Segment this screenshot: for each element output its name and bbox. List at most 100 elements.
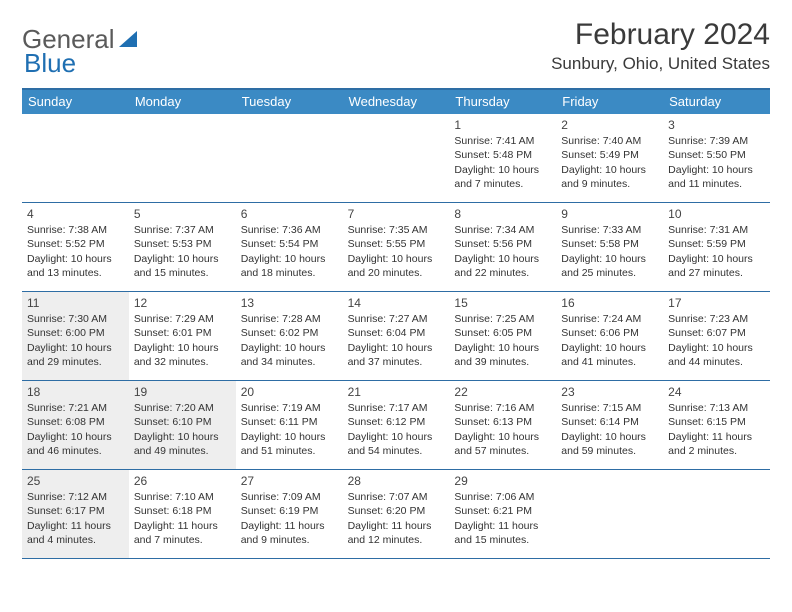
sunset-text: Sunset: 5:59 PM <box>668 237 765 251</box>
day-cell: 8Sunrise: 7:34 AMSunset: 5:56 PMDaylight… <box>449 203 556 291</box>
daylight1-text: Daylight: 10 hours <box>348 430 445 444</box>
sunset-text: Sunset: 6:13 PM <box>454 415 551 429</box>
daylight2-text: and 7 minutes. <box>454 177 551 191</box>
daylight1-text: Daylight: 10 hours <box>27 430 124 444</box>
daylight1-text: Daylight: 10 hours <box>454 341 551 355</box>
sunset-text: Sunset: 5:55 PM <box>348 237 445 251</box>
day-number: 2 <box>561 117 658 133</box>
daylight2-text: and 9 minutes. <box>561 177 658 191</box>
day-number: 1 <box>454 117 551 133</box>
title-block: February 2024 Sunbury, Ohio, United Stat… <box>551 18 770 74</box>
daylight1-text: Daylight: 10 hours <box>134 341 231 355</box>
sunrise-text: Sunrise: 7:28 AM <box>241 312 338 326</box>
sunrise-text: Sunrise: 7:09 AM <box>241 490 338 504</box>
daylight1-text: Daylight: 10 hours <box>454 430 551 444</box>
daylight1-text: Daylight: 11 hours <box>348 519 445 533</box>
sunrise-text: Sunrise: 7:36 AM <box>241 223 338 237</box>
sunrise-text: Sunrise: 7:20 AM <box>134 401 231 415</box>
day-cell: 21Sunrise: 7:17 AMSunset: 6:12 PMDayligh… <box>343 381 450 469</box>
sunrise-text: Sunrise: 7:10 AM <box>134 490 231 504</box>
daylight1-text: Daylight: 10 hours <box>348 252 445 266</box>
sunrise-text: Sunrise: 7:38 AM <box>27 223 124 237</box>
sunset-text: Sunset: 6:15 PM <box>668 415 765 429</box>
sunset-text: Sunset: 5:52 PM <box>27 237 124 251</box>
day-cell: 22Sunrise: 7:16 AMSunset: 6:13 PMDayligh… <box>449 381 556 469</box>
daylight2-text: and 7 minutes. <box>134 533 231 547</box>
daylight2-text: and 46 minutes. <box>27 444 124 458</box>
day-cell: 15Sunrise: 7:25 AMSunset: 6:05 PMDayligh… <box>449 292 556 380</box>
weekday-label: Monday <box>129 90 236 114</box>
day-number: 15 <box>454 295 551 311</box>
daylight1-text: Daylight: 10 hours <box>454 252 551 266</box>
day-number: 27 <box>241 473 338 489</box>
sunrise-text: Sunrise: 7:06 AM <box>454 490 551 504</box>
sunset-text: Sunset: 6:21 PM <box>454 504 551 518</box>
daylight2-text: and 25 minutes. <box>561 266 658 280</box>
day-cell <box>129 114 236 202</box>
day-number: 8 <box>454 206 551 222</box>
week-row: 4Sunrise: 7:38 AMSunset: 5:52 PMDaylight… <box>22 202 770 291</box>
sunrise-text: Sunrise: 7:33 AM <box>561 223 658 237</box>
header: General February 2024 Sunbury, Ohio, Uni… <box>22 18 770 74</box>
day-cell: 29Sunrise: 7:06 AMSunset: 6:21 PMDayligh… <box>449 470 556 558</box>
weekday-label: Thursday <box>449 90 556 114</box>
sunrise-text: Sunrise: 7:21 AM <box>27 401 124 415</box>
day-number: 4 <box>27 206 124 222</box>
daylight2-text: and 29 minutes. <box>27 355 124 369</box>
sunrise-text: Sunrise: 7:23 AM <box>668 312 765 326</box>
day-number: 11 <box>27 295 124 311</box>
day-cell: 6Sunrise: 7:36 AMSunset: 5:54 PMDaylight… <box>236 203 343 291</box>
sunset-text: Sunset: 6:06 PM <box>561 326 658 340</box>
weeks-container: 1Sunrise: 7:41 AMSunset: 5:48 PMDaylight… <box>22 114 770 558</box>
sunrise-text: Sunrise: 7:35 AM <box>348 223 445 237</box>
day-number: 21 <box>348 384 445 400</box>
sunrise-text: Sunrise: 7:17 AM <box>348 401 445 415</box>
location-subtitle: Sunbury, Ohio, United States <box>551 54 770 74</box>
day-number: 22 <box>454 384 551 400</box>
day-number: 26 <box>134 473 231 489</box>
day-cell: 20Sunrise: 7:19 AMSunset: 6:11 PMDayligh… <box>236 381 343 469</box>
sail-icon <box>117 29 139 51</box>
daylight1-text: Daylight: 11 hours <box>454 519 551 533</box>
week-row: 25Sunrise: 7:12 AMSunset: 6:17 PMDayligh… <box>22 469 770 558</box>
week-row: 1Sunrise: 7:41 AMSunset: 5:48 PMDaylight… <box>22 114 770 202</box>
weekday-label: Sunday <box>22 90 129 114</box>
daylight2-text: and 12 minutes. <box>348 533 445 547</box>
sunrise-text: Sunrise: 7:19 AM <box>241 401 338 415</box>
day-number: 5 <box>134 206 231 222</box>
daylight2-text: and 41 minutes. <box>561 355 658 369</box>
daylight2-text: and 59 minutes. <box>561 444 658 458</box>
day-cell: 28Sunrise: 7:07 AMSunset: 6:20 PMDayligh… <box>343 470 450 558</box>
daylight1-text: Daylight: 10 hours <box>561 430 658 444</box>
day-cell <box>663 470 770 558</box>
day-cell: 7Sunrise: 7:35 AMSunset: 5:55 PMDaylight… <box>343 203 450 291</box>
daylight2-text: and 39 minutes. <box>454 355 551 369</box>
sunrise-text: Sunrise: 7:13 AM <box>668 401 765 415</box>
daylight2-text: and 15 minutes. <box>454 533 551 547</box>
daylight1-text: Daylight: 10 hours <box>241 341 338 355</box>
daylight2-text: and 44 minutes. <box>668 355 765 369</box>
daylight1-text: Daylight: 11 hours <box>668 430 765 444</box>
day-number: 18 <box>27 384 124 400</box>
day-number: 23 <box>561 384 658 400</box>
sunrise-text: Sunrise: 7:29 AM <box>134 312 231 326</box>
sunset-text: Sunset: 6:17 PM <box>27 504 124 518</box>
day-cell: 24Sunrise: 7:13 AMSunset: 6:15 PMDayligh… <box>663 381 770 469</box>
day-cell: 23Sunrise: 7:15 AMSunset: 6:14 PMDayligh… <box>556 381 663 469</box>
day-cell: 3Sunrise: 7:39 AMSunset: 5:50 PMDaylight… <box>663 114 770 202</box>
daylight1-text: Daylight: 10 hours <box>348 341 445 355</box>
daylight2-text: and 4 minutes. <box>27 533 124 547</box>
daylight1-text: Daylight: 11 hours <box>27 519 124 533</box>
daylight2-text: and 49 minutes. <box>134 444 231 458</box>
weekday-label: Wednesday <box>343 90 450 114</box>
daylight2-text: and 34 minutes. <box>241 355 338 369</box>
daylight2-text: and 22 minutes. <box>454 266 551 280</box>
daylight1-text: Daylight: 10 hours <box>27 252 124 266</box>
sunset-text: Sunset: 6:14 PM <box>561 415 658 429</box>
day-cell: 11Sunrise: 7:30 AMSunset: 6:00 PMDayligh… <box>22 292 129 380</box>
day-cell: 25Sunrise: 7:12 AMSunset: 6:17 PMDayligh… <box>22 470 129 558</box>
day-cell <box>343 114 450 202</box>
sunset-text: Sunset: 6:19 PM <box>241 504 338 518</box>
day-cell: 2Sunrise: 7:40 AMSunset: 5:49 PMDaylight… <box>556 114 663 202</box>
sunrise-text: Sunrise: 7:15 AM <box>561 401 658 415</box>
